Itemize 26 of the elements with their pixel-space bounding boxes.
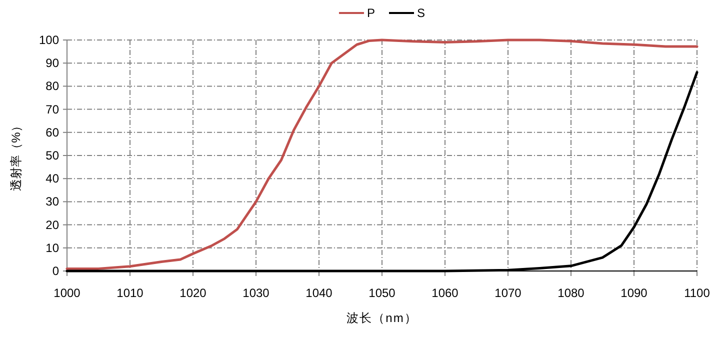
y-axis-title: 透射率（%） (9, 120, 23, 191)
y-tick-label: 30 (46, 194, 60, 209)
x-tick-label: 1010 (116, 286, 144, 300)
x-tick-label: 1080 (558, 286, 585, 300)
x-tick-label: 1090 (620, 286, 648, 300)
y-tick-label: 10 (46, 240, 60, 255)
x-tick-label: 1040 (306, 286, 333, 300)
x-tick-label: 1000 (54, 286, 81, 300)
y-tick-label: 100 (38, 33, 60, 47)
x-tick-label: 1070 (494, 286, 522, 300)
y-tick-label: 70 (46, 102, 60, 116)
legend-label: S (417, 6, 426, 20)
y-tick-label: 80 (46, 79, 60, 94)
x-tick-label: 1100 (684, 286, 710, 300)
y-tick-label: 60 (46, 125, 60, 140)
y-tick-label: 20 (46, 218, 60, 232)
x-tick-label: 1020 (180, 286, 207, 300)
x-tick-label: 1050 (368, 286, 396, 300)
y-tick-label: 40 (46, 172, 60, 186)
x-tick-label: 1030 (242, 286, 270, 300)
x-tick-label: 1060 (432, 286, 459, 300)
x-axis-title: 波长（nm） (346, 311, 418, 325)
legend-label: P (366, 6, 375, 20)
y-tick-label: 0 (52, 264, 60, 278)
y-tick-label: 90 (46, 56, 60, 70)
y-tick-label: 50 (46, 148, 60, 162)
